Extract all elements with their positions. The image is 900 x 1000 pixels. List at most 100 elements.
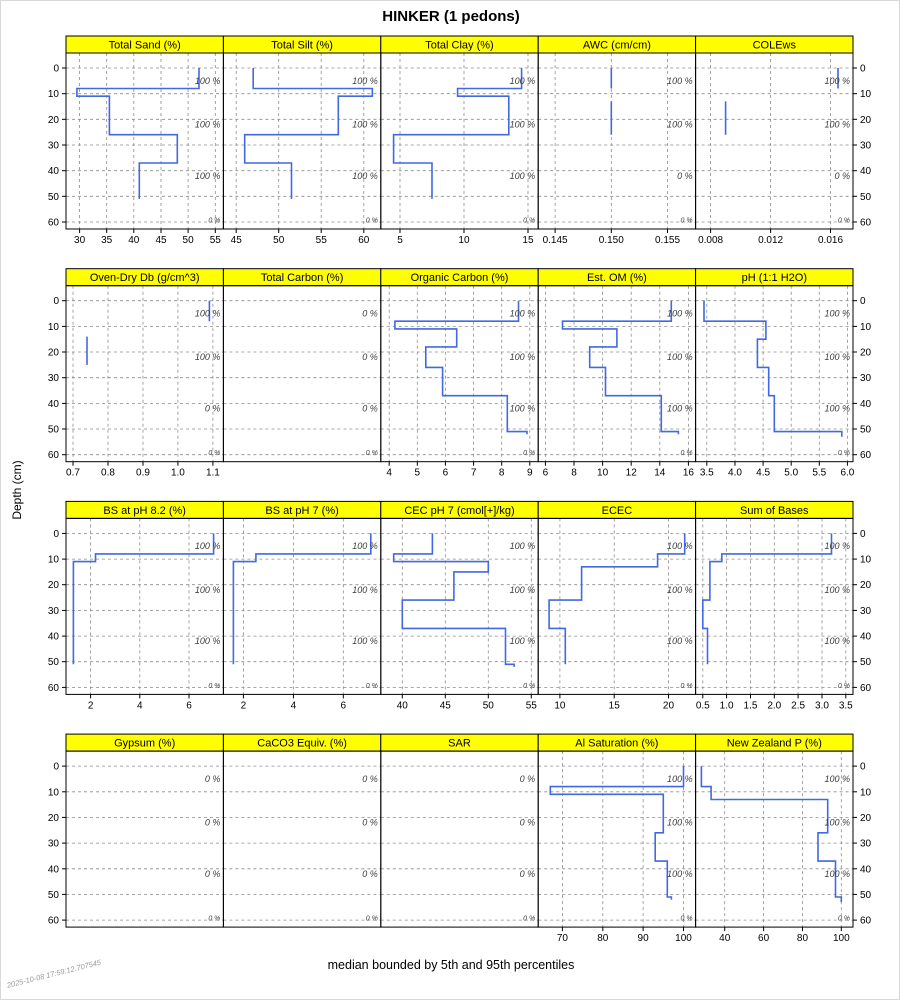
- x-tick-label: 4.0: [728, 468, 742, 479]
- cf-labels: 0 % 0 % 0 % 0 %: [362, 774, 378, 923]
- cf-label: 0 %: [677, 171, 693, 181]
- cf-label: 0 %: [838, 217, 850, 224]
- y-tick-label: 10: [860, 787, 872, 798]
- cf-label: 100 %: [824, 541, 850, 551]
- cf-labels: 100 % 100 % 100 % 0 %: [667, 774, 693, 923]
- x-tick-label: 4: [291, 700, 297, 711]
- cf-label: 0 %: [523, 683, 535, 690]
- y-tick-label: 10: [860, 89, 872, 100]
- median-line: [232, 533, 372, 665]
- x-tick-label: 40: [397, 700, 409, 711]
- cf-label: 0 %: [362, 309, 378, 319]
- cf-label: 100 %: [195, 541, 221, 551]
- x-axis: 3.5 4.0 4.5 5.0 5.5 6.0: [700, 461, 855, 479]
- x-axis: 2 4 6: [88, 694, 192, 711]
- x-tick-label: 15: [522, 235, 534, 246]
- x-axis: 30 35 40 45 50 55: [74, 229, 221, 246]
- panel-awc: AWC (cm/cm)100 %100 %0 %0 %0.145 0.150 0.1…: [537, 35, 697, 246]
- cf-label: 100 %: [667, 869, 693, 879]
- x-tick-label: 0.145: [543, 235, 568, 246]
- x-tick-label: 60: [358, 235, 370, 246]
- x-tick-label: 2: [88, 700, 94, 711]
- y-tick-label: 0: [860, 762, 866, 773]
- cf-label: 100 %: [510, 585, 536, 595]
- panel-new-zealand-p: New Zealand P (%) 100 % 100 % 100 % 0 % 40 60 8…: [695, 733, 872, 944]
- cf-label: 0 %: [205, 818, 221, 828]
- x-tick-label: 45: [231, 235, 243, 246]
- panel-border: [380, 750, 539, 928]
- cf-labels: 100 % 100 % 100 % 0 %: [824, 309, 850, 458]
- panel-strip-label: Total Clay (%): [425, 40, 493, 52]
- cf-labels: 0 % 0 % 0 % 0 %: [520, 774, 536, 923]
- x-tick-label: 9: [527, 468, 533, 479]
- cf-label: 0 %: [523, 450, 535, 457]
- cf-label: 0 %: [681, 916, 693, 923]
- cf-label: 0 %: [681, 450, 693, 457]
- y-tick-label: 60: [48, 683, 60, 694]
- y-tick-label: 30: [860, 141, 872, 152]
- y-tick-label: 50: [48, 657, 60, 668]
- cf-label: 0 %: [205, 774, 221, 784]
- cf-label: 100 %: [824, 120, 850, 130]
- panel-cec-ph-7: CEC pH 7 (cmol[+]/kg) 100 % 100 % 100 % 0 % 4…: [380, 500, 539, 711]
- y-tick-label: 30: [860, 373, 872, 384]
- cf-labels: 100 % 100 % 100 % 0 %: [510, 309, 536, 458]
- median-line: [72, 533, 215, 665]
- cf-label: 100 %: [510, 120, 536, 130]
- cf-label: 100 %: [195, 171, 221, 181]
- panel-border: [65, 750, 224, 928]
- panel-strip-label: Total Sand (%): [109, 40, 181, 52]
- cf-labels: 100 % 100 % 100 % 0 %: [352, 541, 378, 690]
- x-tick-label: 80: [797, 933, 809, 944]
- gridlines: [538, 53, 696, 229]
- cf-label: 100 %: [510, 404, 536, 414]
- cf-label: 0 %: [834, 171, 850, 181]
- x-tick-label: 4.5: [756, 468, 770, 479]
- y-tick-label: 40: [860, 632, 872, 643]
- panel-bs-ph-7: BS at pH 7 (%) 100 % 100 % 100 % 0 % 2 4 6: [222, 500, 382, 711]
- y-tick-label: 10: [48, 89, 60, 100]
- x-tick-label: 45: [155, 235, 167, 246]
- x-tick-label: 14: [654, 468, 666, 479]
- y-tick-label: 60: [48, 916, 60, 927]
- y-tick-label: 40: [860, 864, 872, 875]
- cf-label: 100 %: [824, 352, 850, 362]
- cf-label: 0 %: [362, 774, 378, 784]
- cf-labels: 100 % 100 % 100 % 0 %: [667, 541, 693, 690]
- panel-strip-label: AWC (cm/cm): [583, 40, 651, 52]
- panel-strip-label: Est. OM (%): [587, 272, 647, 284]
- cf-label: 0 %: [362, 404, 378, 414]
- x-tick-label: 5: [415, 468, 421, 479]
- panel-total-sand: Total Sand (%) 100 % 100 % 100 % 0 % 30 35 40 45…: [48, 35, 224, 246]
- median-line: [86, 300, 211, 365]
- cf-label: 0 %: [208, 217, 220, 224]
- cf-labels: 100 % 100 % 0 % 0 %: [824, 76, 850, 225]
- panel-organic-carbon: Organic Carbon (%) 100 % 100 % 100 % 0 % 4 5 6 7…: [380, 268, 539, 479]
- cf-label: 0 %: [838, 683, 850, 690]
- cf-labels: 100 % 100 % 100 % 0 %: [195, 76, 221, 225]
- cf-label: 100 %: [352, 541, 378, 551]
- cf-label: 100 %: [352, 171, 378, 181]
- y-axis-right: 0 10 20 30 40 50 60: [852, 64, 872, 229]
- gridlines: [66, 285, 224, 462]
- y-tick-label: 50: [860, 657, 872, 668]
- x-axis: 5 10 15: [397, 229, 534, 246]
- x-tick-label: 4: [137, 700, 143, 711]
- x-tick-label: 0.155: [655, 235, 680, 246]
- cf-label: 100 %: [352, 76, 378, 86]
- gridlines: [223, 300, 381, 456]
- median-line: [724, 68, 839, 135]
- panel-strip-label: Organic Carbon (%): [411, 272, 509, 284]
- cf-label: 100 %: [667, 309, 693, 319]
- cf-label: 0 %: [362, 352, 378, 362]
- y-tick-label: 60: [860, 450, 872, 461]
- x-tick-label: 0.008: [698, 235, 723, 246]
- x-axis: 10 15 20: [554, 694, 674, 711]
- y-axis-title: Depth (cm): [10, 460, 24, 520]
- y-tick-label: 0: [860, 64, 866, 75]
- x-tick-label: 40: [719, 933, 731, 944]
- median-line: [548, 533, 686, 665]
- panel-sar: SAR 0 % 0 % 0 % 0 %: [380, 733, 539, 928]
- cf-labels: 100 % 100 % 0 % 0 %: [195, 309, 221, 458]
